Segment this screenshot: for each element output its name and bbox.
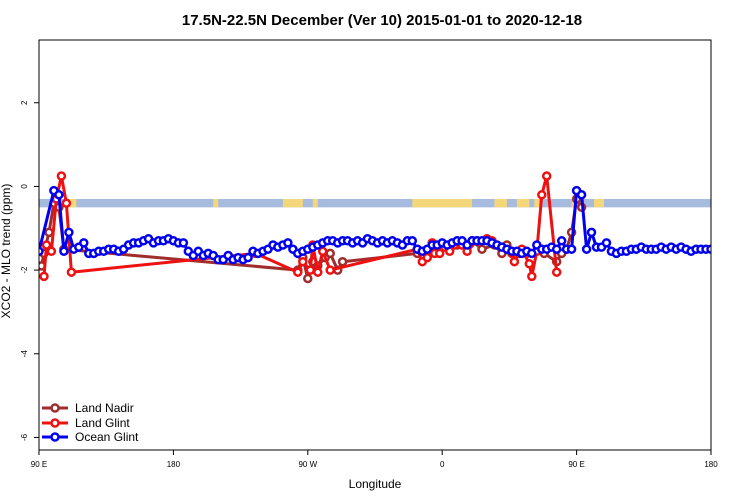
data-point-land-glint (541, 171, 552, 181)
data-point-land-glint (305, 265, 316, 275)
data-point-ocean-glint (581, 244, 592, 254)
data-point-land-glint (313, 267, 323, 277)
land-segment (412, 198, 473, 208)
legend: Land Nadir Land Glint Ocean Glint (42, 401, 139, 444)
data-point-ocean-glint (79, 238, 89, 248)
data-point-land-glint (434, 248, 445, 259)
land-segment (494, 198, 507, 208)
data-point-ocean-glint (54, 190, 64, 200)
series-ocean-glint (39, 185, 711, 265)
y-tick-label: -2 (20, 266, 29, 274)
x-tick-label: 180 (167, 460, 181, 469)
data-point-land-glint (325, 265, 335, 275)
data-point-ocean-glint (706, 244, 711, 254)
land-segment (312, 198, 318, 208)
data-point-ocean-glint (39, 246, 44, 257)
x-tick-label: 90 W (298, 460, 317, 469)
legend-entry-ocean-glint: Ocean Glint (42, 430, 139, 444)
legend-entry-land-glint: Land Glint (42, 416, 130, 430)
data-point-ocean-glint (243, 252, 253, 263)
land-segment (516, 198, 530, 208)
data-point-land-glint (41, 240, 52, 250)
data-point-land-glint (537, 190, 547, 200)
data-point-land-glint (293, 267, 303, 277)
y-axis: 2 0 -2 -4 -6 (20, 100, 39, 441)
series-layer (39, 171, 711, 284)
legend-label-land-glint: Land Glint (75, 416, 130, 430)
chart-title: 17.5N-22.5N December (Ver 10) 2015-01-01… (182, 12, 582, 29)
plot-frame (38, 39, 712, 451)
data-point-ocean-glint (283, 238, 293, 248)
data-point-land-glint (56, 171, 67, 181)
data-point-ocean-glint (551, 244, 562, 254)
data-point-ocean-glint (576, 190, 587, 200)
data-point-land-nadir (325, 248, 335, 259)
land-segment (66, 198, 77, 208)
data-point-land-nadir (44, 227, 54, 238)
data-point-ocean-glint (556, 236, 567, 246)
data-point-land-nadir (477, 244, 487, 254)
y-tick-label: -4 (20, 350, 29, 358)
y-tick-label: 0 (20, 184, 29, 189)
legend-marker-land-nadir (50, 403, 60, 413)
data-point-land-glint (317, 246, 328, 257)
x-tick-label: 90 E (31, 460, 47, 469)
x-tick-label: 0 (440, 460, 445, 469)
legend-label-ocean-glint: Ocean Glint (75, 430, 139, 444)
data-point-ocean-glint (59, 246, 69, 257)
land-ocean-strip (39, 198, 711, 208)
land-segment (213, 198, 219, 208)
legend-label-land-nadir: Land Nadir (75, 401, 134, 415)
data-point-land-glint (422, 252, 433, 263)
x-axis: 90 E 180 90 W 0 90 E 180 (31, 450, 718, 469)
data-point-land-glint (61, 198, 72, 208)
x-tick-label: 180 (704, 460, 718, 469)
data-point-land-glint (509, 256, 520, 267)
x-axis-label: Longitude (349, 477, 402, 491)
legend-marker-land-glint (50, 418, 60, 428)
x-tick-label: 90 E (568, 460, 584, 469)
legend-entry-land-nadir: Land Nadir (42, 401, 134, 415)
land-segment (534, 198, 540, 208)
data-point-ocean-glint (527, 248, 537, 259)
y-axis-label: XCO2 - MLO trend (ppm) (0, 184, 13, 319)
data-point-ocean-glint (407, 236, 418, 246)
data-point-land-nadir (303, 273, 313, 284)
data-point-land-glint (527, 271, 537, 282)
data-point-land-glint (298, 256, 308, 267)
data-point-land-glint (551, 267, 562, 277)
land-segment (594, 198, 604, 208)
data-point-ocean-glint (586, 227, 597, 238)
data-point-ocean-glint (566, 244, 577, 254)
land-segment (282, 198, 303, 208)
legend-marker-ocean-glint (50, 432, 60, 442)
y-tick-label: 2 (20, 100, 29, 105)
data-point-land-glint (66, 267, 77, 277)
y-tick-label: -6 (20, 433, 29, 441)
data-point-land-glint (46, 246, 57, 257)
data-point-land-glint (524, 259, 535, 269)
ocean-strip (39, 198, 711, 208)
data-point-land-glint (39, 271, 49, 282)
data-point-ocean-glint (64, 227, 74, 238)
data-point-ocean-glint (178, 238, 189, 248)
data-point-land-nadir (337, 256, 348, 267)
series-land-glint (39, 171, 562, 282)
data-point-ocean-glint (601, 238, 612, 248)
